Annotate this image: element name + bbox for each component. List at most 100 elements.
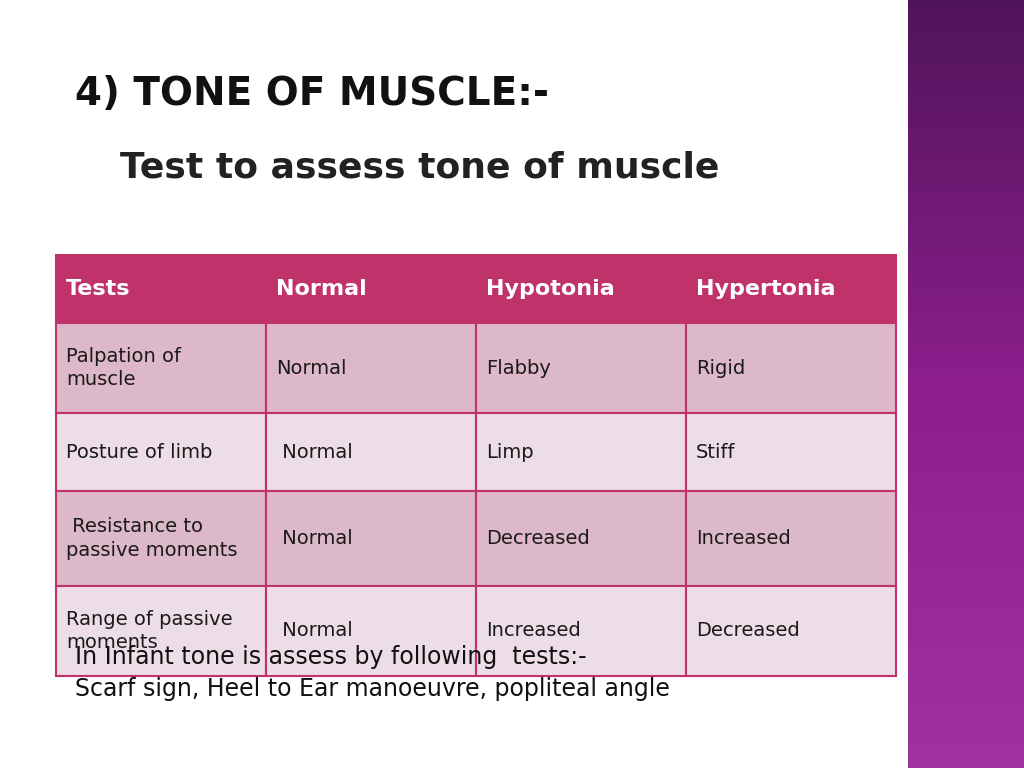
Bar xyxy=(908,246,1024,250)
Bar xyxy=(908,265,1024,270)
Bar xyxy=(908,691,1024,696)
Bar xyxy=(908,365,1024,369)
Bar xyxy=(908,257,1024,262)
Bar xyxy=(908,169,1024,174)
Bar xyxy=(908,756,1024,761)
Bar xyxy=(908,81,1024,85)
Bar xyxy=(908,372,1024,377)
Text: 4) TONE OF MUSCLE:-: 4) TONE OF MUSCLE:- xyxy=(75,75,549,113)
Bar xyxy=(908,634,1024,638)
Bar xyxy=(908,380,1024,385)
Text: Palpation of
muscle: Palpation of muscle xyxy=(67,346,181,389)
Bar xyxy=(908,150,1024,154)
Bar xyxy=(908,134,1024,139)
Bar xyxy=(908,215,1024,220)
Text: Test to assess tone of muscle: Test to assess tone of muscle xyxy=(120,150,720,184)
Bar xyxy=(476,586,686,676)
Bar xyxy=(908,591,1024,596)
Bar xyxy=(908,280,1024,285)
Bar xyxy=(908,300,1024,304)
Text: Flabby: Flabby xyxy=(486,359,551,378)
Text: Posture of limb: Posture of limb xyxy=(67,442,213,462)
Bar xyxy=(908,284,1024,289)
Text: Normal: Normal xyxy=(276,621,353,641)
Bar xyxy=(908,442,1024,446)
Bar xyxy=(908,92,1024,97)
Bar xyxy=(908,484,1024,488)
Bar xyxy=(908,369,1024,373)
Bar xyxy=(908,699,1024,703)
Bar xyxy=(908,445,1024,450)
Bar xyxy=(908,749,1024,753)
Bar xyxy=(908,461,1024,465)
Bar xyxy=(908,353,1024,358)
Bar xyxy=(476,413,686,491)
Bar xyxy=(908,146,1024,151)
Bar xyxy=(908,200,1024,204)
Bar xyxy=(908,204,1024,208)
Bar xyxy=(908,154,1024,158)
Bar xyxy=(908,726,1024,730)
Text: Hypertonia: Hypertonia xyxy=(696,279,836,299)
Bar xyxy=(908,361,1024,366)
Bar xyxy=(266,586,476,676)
Bar xyxy=(908,219,1024,223)
Text: Stiff: Stiff xyxy=(696,442,735,462)
Bar xyxy=(908,653,1024,657)
Bar xyxy=(908,349,1024,354)
Bar xyxy=(908,73,1024,78)
Bar xyxy=(908,476,1024,481)
Bar xyxy=(908,411,1024,415)
Bar xyxy=(908,338,1024,343)
Bar xyxy=(908,580,1024,584)
Bar xyxy=(908,660,1024,665)
Bar xyxy=(908,38,1024,43)
Bar xyxy=(908,173,1024,177)
Bar xyxy=(56,413,266,491)
Bar xyxy=(908,649,1024,654)
Bar xyxy=(908,530,1024,535)
Bar xyxy=(908,188,1024,193)
Bar xyxy=(266,323,476,413)
Bar xyxy=(908,142,1024,147)
Bar xyxy=(908,595,1024,600)
Text: Decreased: Decreased xyxy=(486,529,590,548)
Bar xyxy=(908,138,1024,143)
Bar xyxy=(908,392,1024,396)
Bar xyxy=(686,323,896,413)
Bar xyxy=(908,96,1024,101)
Bar xyxy=(908,269,1024,273)
Bar xyxy=(908,396,1024,400)
Bar xyxy=(908,576,1024,581)
Bar xyxy=(908,50,1024,55)
Bar xyxy=(908,745,1024,750)
Bar xyxy=(908,492,1024,496)
Bar xyxy=(908,307,1024,312)
Text: Normal: Normal xyxy=(276,529,353,548)
Text: Normal: Normal xyxy=(276,279,367,299)
Text: Range of passive
moments: Range of passive moments xyxy=(67,610,232,652)
Bar xyxy=(908,419,1024,423)
Text: In Infant tone is assess by following  tests:-: In Infant tone is assess by following te… xyxy=(75,645,587,669)
Bar xyxy=(908,23,1024,28)
Bar xyxy=(908,541,1024,546)
Bar xyxy=(908,330,1024,335)
Bar xyxy=(908,35,1024,39)
Bar xyxy=(908,472,1024,477)
Bar xyxy=(908,303,1024,308)
Bar xyxy=(908,453,1024,458)
Bar xyxy=(908,88,1024,93)
Text: Tests: Tests xyxy=(67,279,131,299)
Bar xyxy=(908,177,1024,181)
Bar xyxy=(686,586,896,676)
Bar xyxy=(908,622,1024,627)
Text: Limp: Limp xyxy=(486,442,534,462)
Bar xyxy=(908,326,1024,331)
Bar xyxy=(908,672,1024,677)
Bar xyxy=(908,618,1024,623)
Bar xyxy=(908,238,1024,243)
Bar xyxy=(908,192,1024,197)
Bar xyxy=(908,261,1024,266)
Bar xyxy=(908,253,1024,258)
Bar xyxy=(908,430,1024,435)
